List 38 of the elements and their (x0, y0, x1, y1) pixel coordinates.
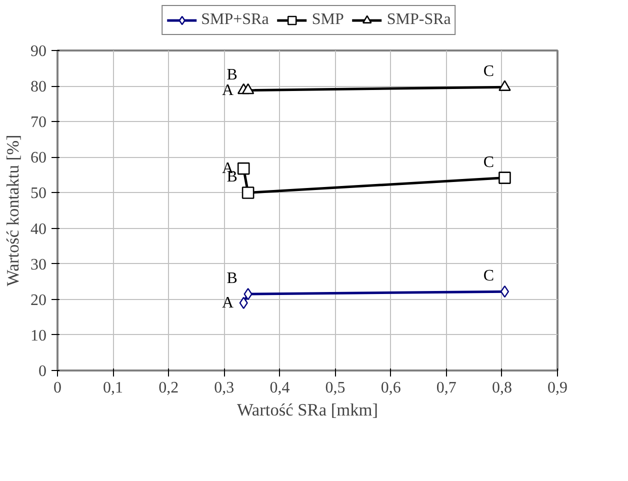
annotation: B (226, 66, 238, 84)
y-tick-label: 70 (30, 114, 46, 132)
annotation: C (483, 268, 494, 285)
y-tick-label: 20 (30, 292, 46, 309)
legend-label: SMP+SRa (201, 11, 269, 29)
y-tick-label: 0 (38, 363, 46, 380)
point (242, 186, 254, 199)
point (242, 83, 254, 94)
y-tick-label: 10 (30, 327, 46, 344)
y-tick-label: 90 (30, 43, 46, 60)
annotation: A (222, 82, 234, 99)
annotation: A (222, 294, 234, 312)
y-tick-label: 80 (30, 78, 46, 96)
point (498, 80, 511, 91)
x-tick-label: 0,7 (436, 380, 456, 396)
x-tick-label: 0,3 (214, 380, 234, 396)
legend-label: SMP (312, 11, 344, 29)
x-tick-label: 0,8 (492, 380, 512, 396)
point (237, 162, 250, 175)
x-tick-label: 0,6 (380, 380, 401, 396)
point (500, 285, 510, 298)
y-tick-label: 40 (30, 220, 46, 238)
y-tick-label: 30 (30, 256, 46, 274)
x-tick-label: 0,5 (325, 380, 346, 396)
annotation: B (226, 270, 238, 288)
annotation: C (483, 63, 494, 80)
x-tick-label: 0,4 (270, 380, 290, 396)
x-tick-label: 0,9 (548, 380, 568, 396)
x-tick-label: 0,2 (158, 380, 179, 396)
annotation: C (483, 154, 494, 171)
y-tick-label: 50 (30, 185, 46, 202)
x-tick-label: 0 (54, 380, 62, 396)
x-axis-title: Wartość SRa [mkm] (236, 400, 378, 420)
point (498, 172, 511, 184)
y-tick-label: 60 (30, 150, 46, 167)
x-tick-label: 0,1 (103, 380, 124, 396)
y-axis-title: Wartość kontaktu [%] (4, 134, 22, 286)
legend-label: SMP-SRa (386, 11, 451, 29)
